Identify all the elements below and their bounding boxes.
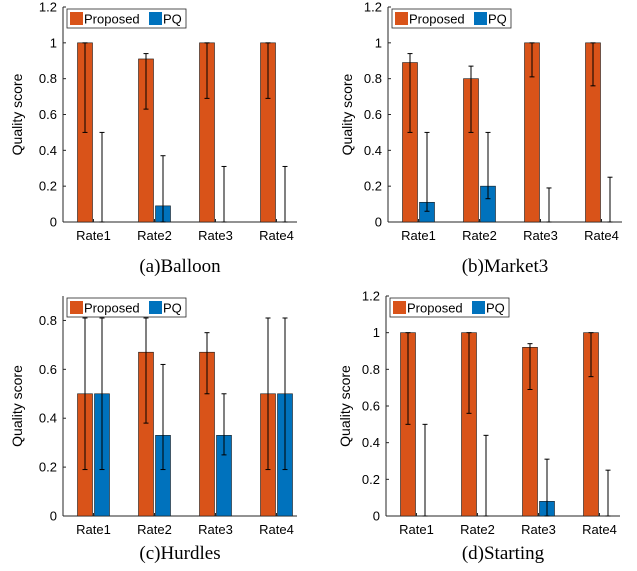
chart-panel-4: 0 0.2 0.4 0.6 0.8 1 1.2 Quality score Rate1 Rate2…: [337, 289, 620, 564]
x-tick-label: Rate1: [76, 228, 111, 243]
x-tick-label: Rate4: [259, 522, 294, 537]
y-tick-label: 0.6: [39, 362, 57, 377]
x-tick-label: Rate4: [259, 228, 294, 243]
x-tick-label: Rate4: [584, 228, 619, 243]
y-tick-label: 1.2: [362, 289, 380, 304]
y-tick-label: 0.2: [362, 472, 380, 487]
y-axis-label: Quality score: [339, 73, 355, 155]
y-tick-label: 0.2: [39, 460, 57, 475]
y-tick-label: 0.8: [39, 313, 57, 328]
panel-caption: (b)Market3: [462, 256, 549, 277]
y-tick-label: 0.4: [39, 411, 57, 426]
legend-swatch-proposed: [393, 301, 406, 314]
x-tick-label: Rate1: [399, 522, 434, 537]
legend-swatch-proposed: [395, 12, 408, 25]
legend-swatch-proposed: [70, 301, 83, 314]
legend-label-pq: PQ: [486, 301, 505, 316]
y-tick-label: 0.8: [364, 71, 382, 86]
legend-label-pq: PQ: [163, 12, 182, 27]
y-tick-label: 0.2: [39, 179, 57, 194]
panel-caption: (d)Starting: [462, 543, 545, 564]
legend-label-proposed: Proposed: [407, 301, 463, 316]
legend-label-pq: PQ: [163, 301, 182, 316]
x-tick-label: Rate1: [401, 228, 436, 243]
y-tick-label: 0.6: [362, 399, 380, 414]
legend-label-proposed: Proposed: [84, 12, 140, 27]
y-tick-label: 0.4: [362, 435, 380, 450]
y-tick-label: 0: [50, 509, 57, 524]
y-tick-label: 1.2: [39, 0, 57, 15]
legend-swatch-pq: [149, 12, 162, 25]
y-tick-label: 0.6: [364, 107, 382, 122]
y-tick-label: 0: [375, 215, 382, 230]
y-axis-label: Quality score: [9, 73, 25, 155]
x-tick-label: Rate3: [198, 522, 233, 537]
x-tick-label: Rate3: [523, 228, 558, 243]
x-tick-label: Rate3: [198, 228, 233, 243]
x-tick-label: Rate3: [521, 522, 556, 537]
legend-swatch-pq: [474, 12, 487, 25]
y-tick-label: 0.2: [364, 179, 382, 194]
y-tick-label: 1: [375, 35, 382, 50]
x-tick-label: Rate2: [137, 522, 172, 537]
x-tick-label: Rate2: [137, 228, 172, 243]
y-tick-label: 0: [50, 215, 57, 230]
legend-label-pq: PQ: [488, 12, 507, 27]
x-tick-label: Rate1: [76, 522, 111, 537]
x-tick-label: Rate4: [582, 522, 617, 537]
legend-swatch-pq: [149, 301, 162, 314]
y-axis-label: Quality score: [337, 365, 353, 447]
legend-label-proposed: Proposed: [409, 12, 465, 27]
legend-swatch-proposed: [70, 12, 83, 25]
panel-caption: (a)Balloon: [139, 256, 221, 277]
y-tick-label: 0.6: [39, 107, 57, 122]
y-tick-label: 0.8: [362, 362, 380, 377]
y-tick-label: 1: [373, 325, 380, 340]
y-tick-label: 1.2: [364, 0, 382, 15]
chart-panel-1: 0 0.2 0.4 0.6 0.8 1 1.2 Quality score Rate1 Rate2…: [9, 0, 297, 277]
y-tick-label: 1: [50, 35, 57, 50]
y-axis-label: Quality score: [9, 365, 25, 447]
panel-caption: (c)Hurdles: [139, 543, 220, 564]
y-tick-label: 0.4: [364, 143, 382, 158]
chart-panel-2: 0 0.2 0.4 0.6 0.8 1 1.2 Quality score Rate1 Rate2…: [339, 0, 622, 277]
y-tick-label: 0: [373, 509, 380, 524]
legend-swatch-pq: [472, 301, 485, 314]
x-tick-label: Rate2: [460, 522, 495, 537]
legend-label-proposed: Proposed: [84, 301, 140, 316]
chart-panel-3: 0 0.2 0.4 0.6 0.8 Quality score Rate1 Rate2 Rate…: [9, 296, 297, 564]
y-tick-label: 0.8: [39, 71, 57, 86]
y-tick-label: 0.4: [39, 143, 57, 158]
x-tick-label: Rate2: [462, 228, 497, 243]
